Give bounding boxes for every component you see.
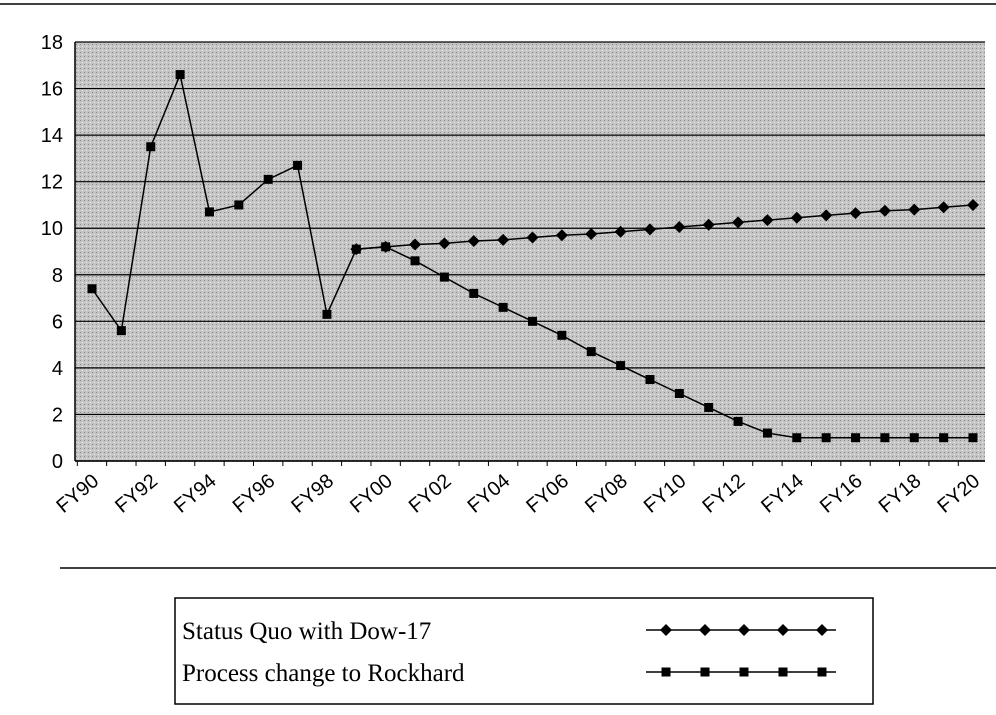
legend-marker xyxy=(816,624,828,636)
marker xyxy=(880,433,890,443)
marker xyxy=(820,209,833,222)
marker xyxy=(939,433,949,443)
legend-marker xyxy=(699,624,711,636)
x-tick-label: FY02 xyxy=(405,470,456,518)
legend-marker xyxy=(700,667,710,677)
x-tick-label: FY12 xyxy=(699,470,750,518)
x-tick-label: FY96 xyxy=(229,470,280,518)
marker xyxy=(616,361,626,371)
legend-marker xyxy=(738,624,750,636)
marker xyxy=(116,326,126,336)
y-tick-label: 12 xyxy=(41,172,63,194)
x-tick-label: FY92 xyxy=(111,470,162,518)
marker xyxy=(234,200,244,210)
y-tick-label: 16 xyxy=(41,79,63,101)
marker xyxy=(792,433,802,443)
marker xyxy=(526,231,539,244)
legend-label: Process change to Rockhard xyxy=(182,660,465,687)
x-tick-label: FY20 xyxy=(933,470,984,518)
y-tick-label: 8 xyxy=(52,265,63,287)
marker xyxy=(704,402,714,412)
legend-box xyxy=(174,597,874,705)
marker xyxy=(204,207,214,217)
marker xyxy=(87,284,97,294)
marker xyxy=(439,272,449,282)
marker xyxy=(528,316,537,326)
y-tick-label: 10 xyxy=(41,218,63,240)
marker xyxy=(146,142,156,152)
marker xyxy=(762,428,772,438)
marker xyxy=(555,229,568,242)
x-tick-label: FY90 xyxy=(52,470,103,518)
y-tick-label: 18 xyxy=(41,32,63,54)
marker xyxy=(409,238,422,251)
y-tick-label: 0 xyxy=(52,451,63,473)
series-line xyxy=(356,204,974,250)
x-tick-label: FY94 xyxy=(170,470,221,518)
marker xyxy=(614,225,627,238)
x-tick-label: FY16 xyxy=(816,470,867,518)
x-tick-label: FY04 xyxy=(464,470,515,518)
y-tick-label: 14 xyxy=(41,125,63,147)
marker xyxy=(967,198,979,211)
marker xyxy=(908,203,921,216)
x-tick-label: FY98 xyxy=(287,470,338,518)
marker xyxy=(498,302,508,312)
marker xyxy=(438,237,451,250)
legend-marker xyxy=(739,667,749,677)
marker xyxy=(586,347,596,357)
marker xyxy=(761,214,774,227)
marker xyxy=(673,221,686,234)
marker xyxy=(790,211,803,224)
marker xyxy=(702,218,715,231)
marker xyxy=(410,256,420,266)
marker xyxy=(175,70,185,80)
marker xyxy=(674,388,684,398)
legend-marker xyxy=(817,667,827,677)
marker xyxy=(968,433,978,443)
marker xyxy=(381,242,391,252)
x-tick-label: FY10 xyxy=(640,470,691,518)
legend-marker xyxy=(777,624,789,636)
marker xyxy=(557,330,567,340)
marker xyxy=(851,433,861,443)
marker xyxy=(849,207,862,220)
legend-marker xyxy=(660,624,672,636)
x-tick-label: FY00 xyxy=(346,470,397,518)
marker xyxy=(322,309,332,319)
x-tick-label: FY06 xyxy=(522,470,573,518)
y-tick-label: 4 xyxy=(52,358,63,380)
legend-marker xyxy=(778,667,788,677)
marker xyxy=(732,216,745,229)
x-tick-label: FY14 xyxy=(757,470,808,518)
marker xyxy=(645,375,655,385)
marker xyxy=(909,433,919,443)
x-tick-label: FY18 xyxy=(875,470,926,518)
marker xyxy=(733,416,743,426)
legend-label: Status Quo with Dow-17 xyxy=(182,618,431,645)
x-tick-label: FY08 xyxy=(581,470,632,518)
marker xyxy=(643,223,656,236)
y-tick-label: 6 xyxy=(52,311,63,333)
marker xyxy=(469,288,479,298)
legend-marker xyxy=(661,667,671,677)
marker xyxy=(585,228,598,241)
marker xyxy=(263,174,273,184)
marker xyxy=(821,433,831,443)
y-tick-label: 2 xyxy=(52,404,63,426)
marker xyxy=(351,244,361,254)
plot-area xyxy=(75,42,985,461)
marker xyxy=(293,160,303,170)
marker xyxy=(497,233,510,246)
marker xyxy=(937,201,950,214)
marker xyxy=(467,235,480,248)
marker xyxy=(878,204,891,217)
